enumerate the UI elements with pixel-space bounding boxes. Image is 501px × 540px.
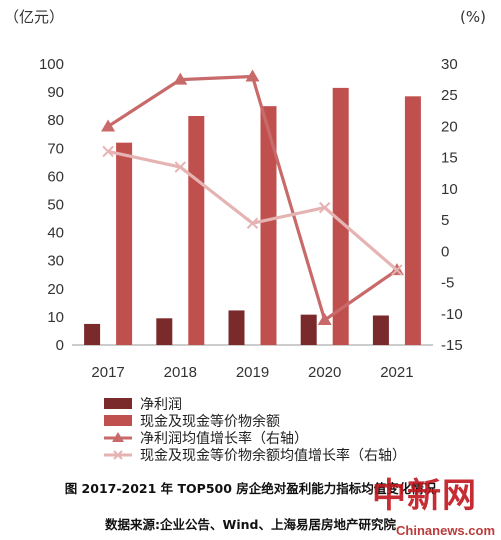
bars — [84, 87, 421, 346]
right-tick-label: 25 — [441, 87, 458, 104]
left-tick-label: 20 — [47, 281, 64, 298]
net-profit-growth-point — [245, 69, 260, 82]
legend-label: 净利润 — [140, 397, 182, 413]
right-tick-label: 30 — [441, 56, 458, 73]
legend-item: 净利润均值增长率（右轴） — [104, 430, 308, 447]
x-tick-label: 2018 — [164, 364, 197, 381]
right-tick-label: 0 — [441, 243, 449, 260]
legend-item: 现金及现金等价物余额均值增长率（右轴） — [104, 447, 406, 464]
axes: 0 10 20 30 40 50 60 70 80 90 100 -15 -10 -5 0 5 10 15 20 25… — [39, 56, 463, 381]
right-tick-label: -10 — [441, 306, 463, 323]
left-axis-unit: （亿元） — [4, 8, 64, 26]
cash-growth-point — [174, 161, 187, 173]
left-tick-label: 0 — [56, 337, 64, 354]
watermark-url: Chinanews.com — [396, 523, 495, 538]
cash-balance-bar — [116, 142, 133, 345]
left-tick-label: 30 — [47, 253, 64, 270]
figure-caption: 图 2017-2021 年 TOP500 房企绝对盈利能力指标均值变化情况 — [64, 481, 437, 496]
cash-balance-bar — [188, 115, 205, 345]
right-tick-label: 20 — [441, 118, 458, 135]
right-tick-label: 10 — [441, 181, 458, 198]
x-tick-label: 2017 — [91, 364, 124, 381]
legend: 净利润现金及现金等价物余额净利润均值增长率（右轴）现金及现金等价物余额均值增长率… — [104, 397, 406, 464]
cash-growth-point — [102, 145, 114, 158]
x-tick-label: 2021 — [380, 364, 413, 381]
watermark-logo: 中新网 — [372, 476, 477, 516]
net-profit-growth-point — [317, 313, 332, 326]
legend-label: 现金及现金等价物余额均值增长率（右轴） — [140, 447, 406, 464]
legend-item: 净利润 — [104, 397, 182, 413]
net-profit-growth-line — [107, 74, 398, 322]
cash-balance-bar — [404, 96, 421, 345]
net-profit-bar — [228, 310, 245, 345]
net-profit-bar — [84, 323, 101, 345]
right-tick-label: 5 — [441, 212, 449, 229]
cash-growth-point — [246, 217, 259, 229]
right-tick-label: -15 — [441, 337, 463, 354]
right-tick-label: -5 — [441, 275, 454, 292]
net-profit-growth-point — [173, 72, 188, 85]
left-tick-label: 100 — [39, 56, 64, 73]
right-axis-unit: (%) — [460, 8, 486, 26]
legend-label: 现金及现金等价物余额 — [140, 413, 280, 430]
legend-label: 净利润均值增长率（右轴） — [140, 430, 308, 447]
data-source: 数据来源:企业公告、Wind、上海易居房地产研究院 — [105, 517, 396, 532]
legend-swatch — [104, 415, 132, 426]
combo-chart: （亿元） (%) 0102030405060708090100-15-10-50… — [4, 8, 486, 464]
cash-growth-point — [391, 264, 403, 276]
net-profit-bar — [372, 315, 389, 345]
left-tick-label: 80 — [47, 112, 64, 129]
left-tick-label: 60 — [47, 168, 64, 185]
left-tick-label: 40 — [47, 225, 64, 242]
net-profit-bar — [300, 314, 317, 345]
left-tick-label: 90 — [47, 84, 64, 101]
cash-growth-point — [318, 201, 331, 214]
cash-growth-line — [107, 149, 398, 272]
cash-balance-bar — [260, 106, 277, 346]
net-profit-growth-point — [101, 119, 116, 132]
cash-balance-bar — [332, 87, 349, 345]
left-tick-label: 10 — [47, 309, 64, 326]
right-tick-label: 15 — [441, 150, 458, 167]
legend-item: 现金及现金等价物余额 — [104, 413, 280, 430]
left-tick-label: 50 — [47, 197, 64, 214]
lines — [101, 69, 404, 326]
legend-swatch — [104, 398, 132, 409]
x-tick-label: 2019 — [236, 364, 269, 381]
left-tick-label: 70 — [47, 140, 64, 157]
net-profit-bar — [156, 318, 173, 345]
x-tick-label: 2020 — [308, 364, 341, 381]
